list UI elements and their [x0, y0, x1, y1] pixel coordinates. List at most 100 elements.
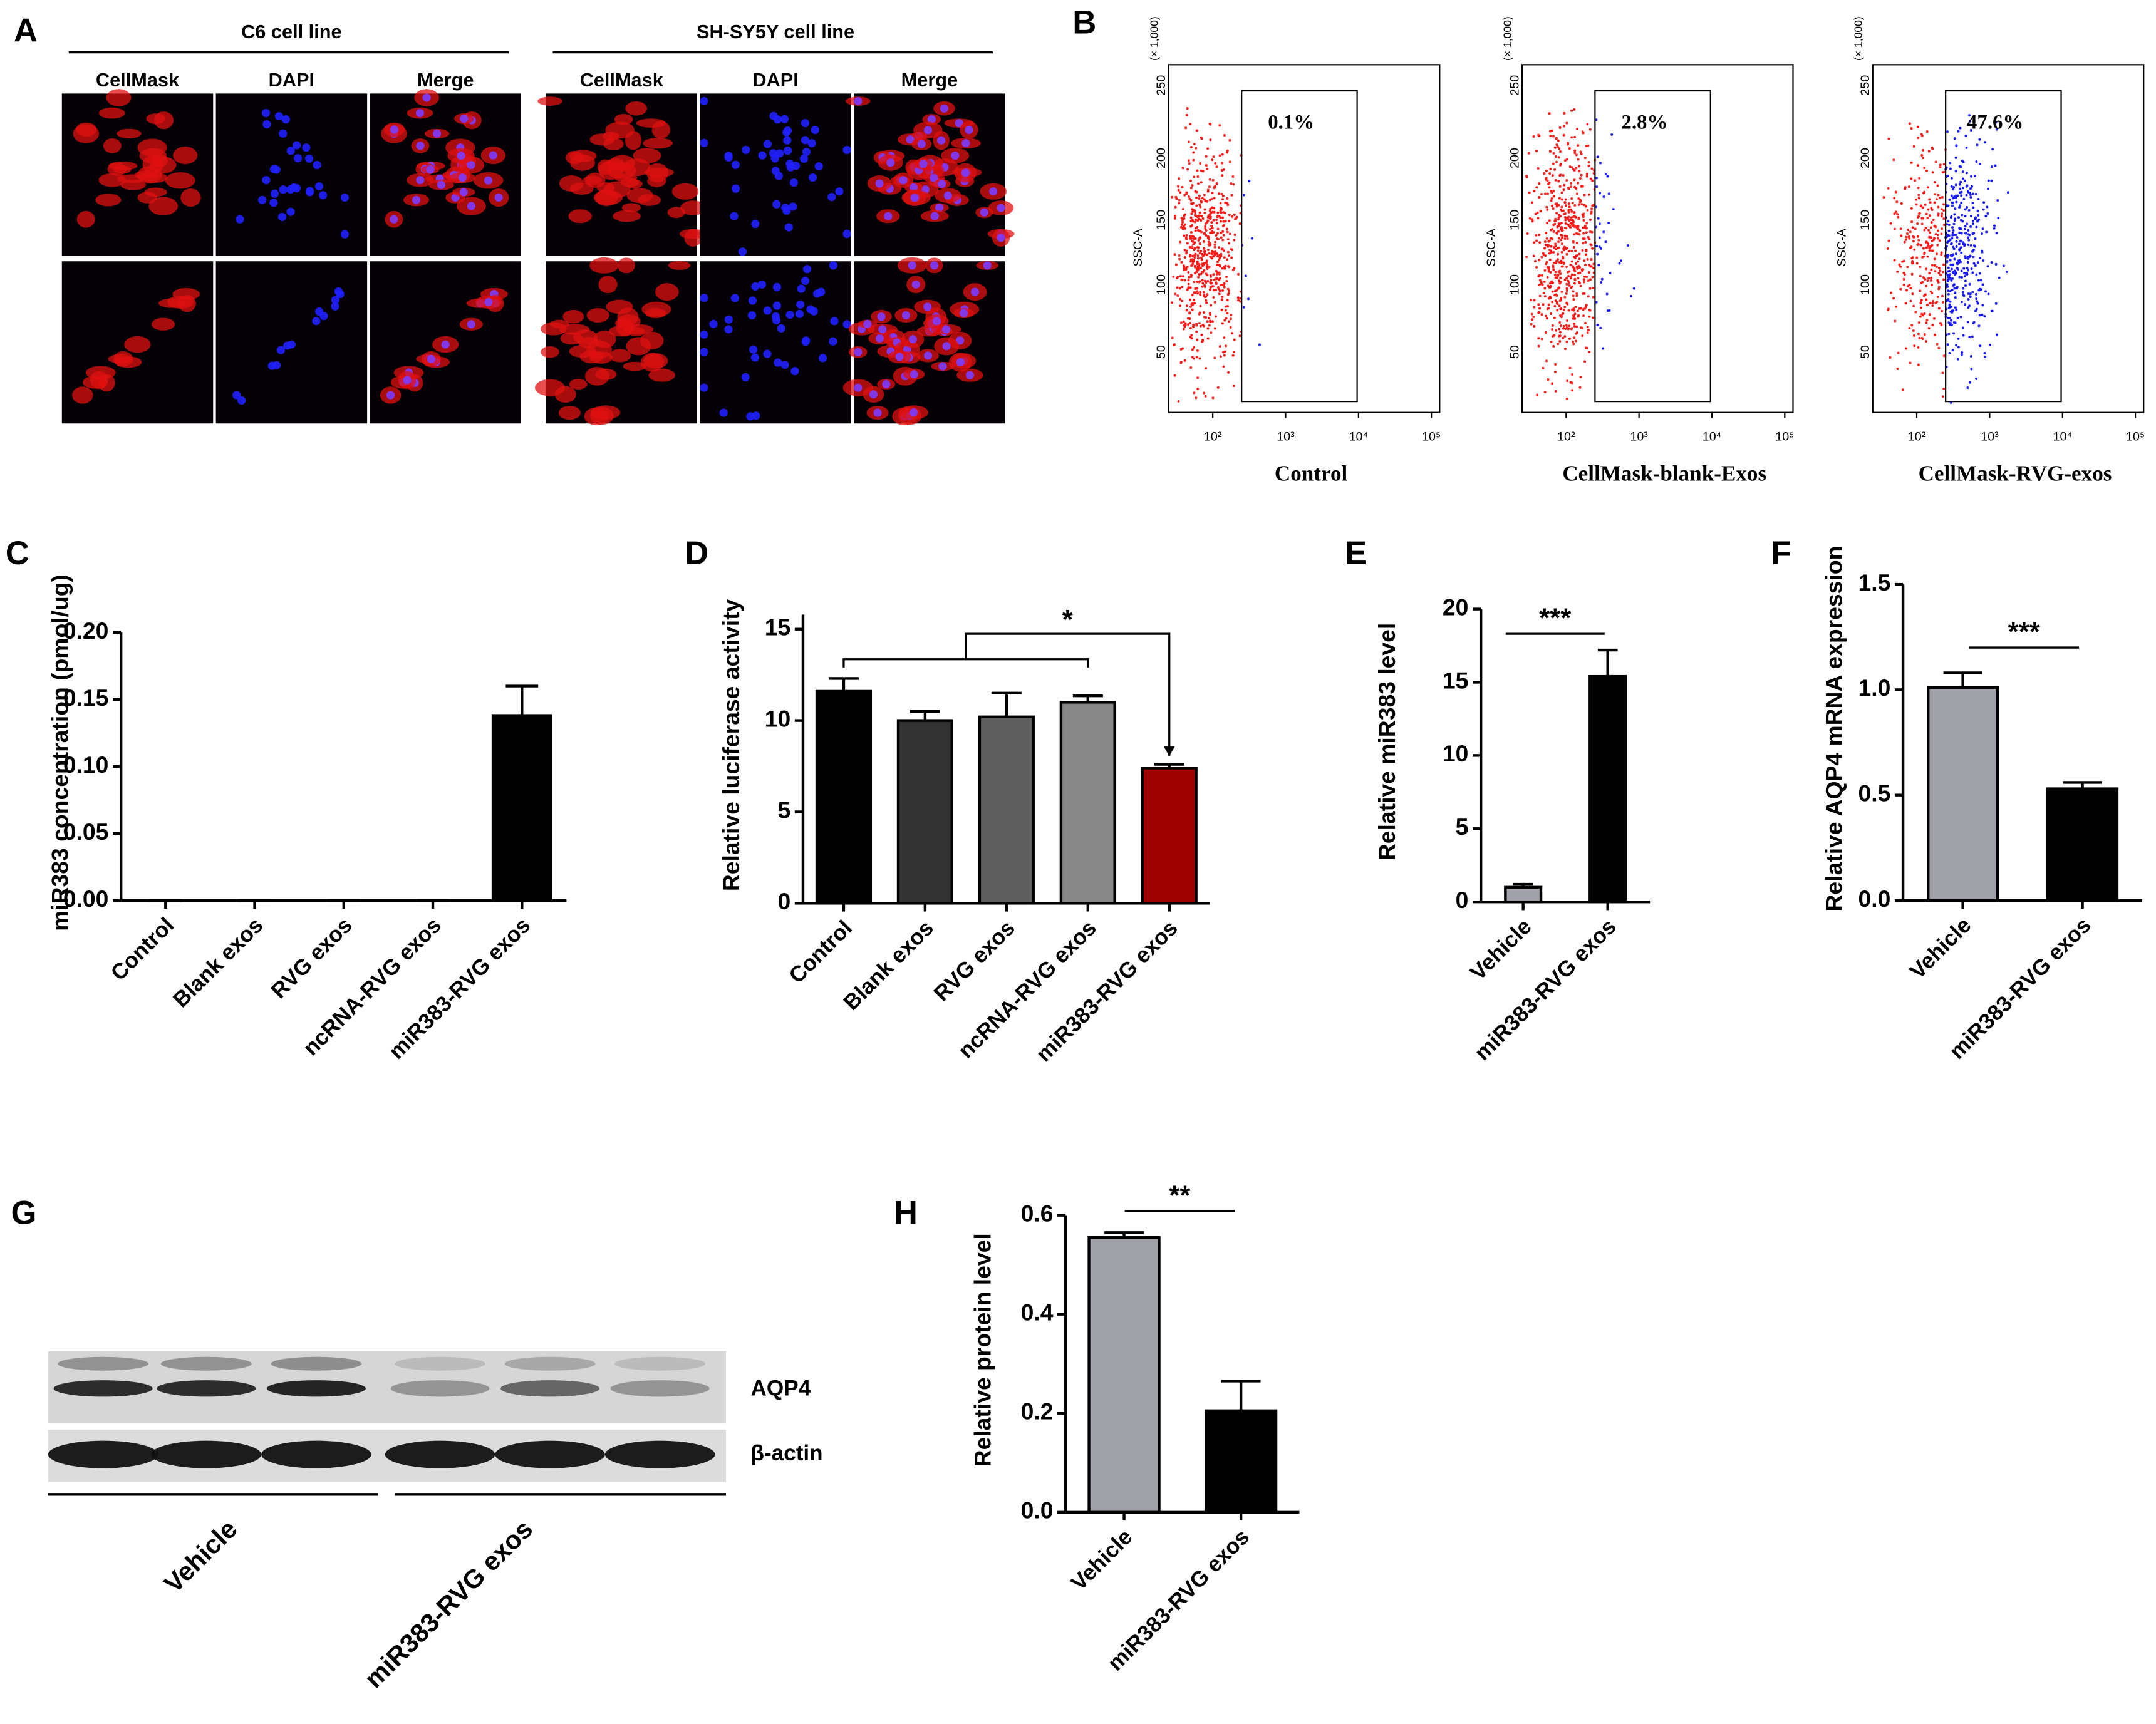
event-dot: [1969, 381, 1972, 384]
nucleus: [700, 348, 708, 356]
column-title: DAPI: [752, 69, 798, 91]
event-dot: [1585, 205, 1588, 208]
event-dot: [1588, 308, 1591, 311]
event-dot: [1956, 236, 1959, 239]
nucleus: [801, 136, 809, 145]
event-dot: [1578, 386, 1582, 389]
event-dot: [1221, 198, 1224, 201]
event-dot: [1199, 205, 1202, 209]
x-tick-label: 10²: [1557, 430, 1575, 443]
event-dot: [1917, 125, 1920, 128]
event-dot: [1190, 247, 1193, 250]
event-dot: [1974, 192, 1977, 195]
event-dot: [1986, 187, 1989, 190]
x-tick-label: 10⁵: [1422, 430, 1441, 443]
event-dot: [1610, 133, 1614, 136]
event-dot: [1582, 215, 1585, 218]
event-dot: [1558, 334, 1561, 338]
event-dot: [1229, 326, 1232, 329]
event-dot: [1531, 218, 1534, 221]
event-dot: [1995, 232, 1998, 235]
event-dot: [1573, 256, 1576, 259]
cell-membrane: [173, 147, 198, 165]
cell-membrane: [668, 261, 691, 270]
event-dot: [1586, 123, 1589, 126]
event-dot: [1949, 277, 1952, 280]
event-dot: [1587, 328, 1590, 331]
event-dot: [1572, 245, 1575, 249]
event-dot: [1184, 223, 1187, 226]
event-dot: [1984, 290, 1987, 293]
cell-membrane: [120, 180, 147, 190]
nucleus: [801, 337, 810, 346]
event-dot: [1609, 272, 1612, 275]
event-dot: [1954, 233, 1957, 236]
event-dot: [1929, 231, 1932, 234]
event-dot: [1201, 271, 1205, 274]
event-dot: [1977, 324, 1981, 328]
event-dot: [1216, 263, 1219, 266]
event-dot: [1195, 330, 1198, 333]
event-dot: [1959, 126, 1962, 130]
event-dot: [1551, 290, 1554, 293]
event-dot: [1540, 313, 1543, 316]
event-dot: [1952, 332, 1955, 335]
nucleus: [286, 147, 295, 155]
event-dot: [1940, 251, 1943, 254]
event-dot: [1582, 268, 1585, 271]
event-dot: [1558, 304, 1561, 307]
event-dot: [1530, 299, 1533, 302]
nucleus: [763, 349, 772, 358]
event-dot: [1931, 302, 1934, 304]
event-dot: [1907, 229, 1910, 232]
event-dot: [1571, 373, 1573, 376]
event-dot: [1972, 222, 1975, 225]
cell-membrane: [680, 200, 706, 215]
event-dot: [1575, 192, 1578, 195]
event-dot: [1949, 259, 1952, 262]
event-dot: [1209, 281, 1212, 284]
event-dot: [1574, 215, 1577, 219]
event-dot: [1191, 239, 1194, 242]
nucleus: [899, 176, 908, 185]
nucleus: [441, 340, 450, 349]
event-dot: [1947, 289, 1950, 292]
event-dot: [1543, 269, 1547, 272]
event-dot: [1971, 271, 1974, 274]
event-dot: [1970, 368, 1973, 371]
event-dot: [1228, 219, 1231, 222]
event-dot: [1589, 218, 1592, 221]
event-dot: [1570, 208, 1572, 211]
event-dot: [1543, 240, 1547, 244]
event-dot: [1955, 200, 1958, 204]
event-dot: [1600, 247, 1603, 250]
event-dot: [1178, 177, 1181, 180]
event-dot: [1193, 220, 1196, 224]
event-dot: [1924, 203, 1927, 206]
panel-label: E: [1345, 535, 1367, 572]
event-dot: [1563, 159, 1567, 162]
event-dot: [1191, 303, 1194, 306]
arrow-head: [1163, 746, 1175, 756]
y-tick-label: 0.05: [63, 818, 109, 845]
event-dot: [1214, 315, 1217, 318]
event-dot: [1927, 242, 1930, 245]
event-dot: [1951, 349, 1954, 352]
event-dot: [1538, 234, 1541, 237]
event-dot: [1565, 227, 1568, 230]
nucleus: [884, 212, 893, 220]
nucleus: [989, 187, 998, 196]
event-dot: [1209, 319, 1212, 323]
event-dot: [1954, 156, 1957, 159]
event-dot: [1548, 295, 1552, 298]
event-dot: [1553, 370, 1557, 373]
event-dot: [1977, 279, 1980, 282]
event-dot: [1549, 237, 1552, 240]
event-dot: [1225, 275, 1228, 278]
event-dot: [1981, 313, 1984, 316]
event-dot: [1228, 254, 1231, 257]
event-dot: [1575, 254, 1578, 257]
event-dot: [1536, 211, 1539, 214]
event-dot: [1537, 217, 1540, 220]
event-dot: [1956, 194, 1959, 197]
